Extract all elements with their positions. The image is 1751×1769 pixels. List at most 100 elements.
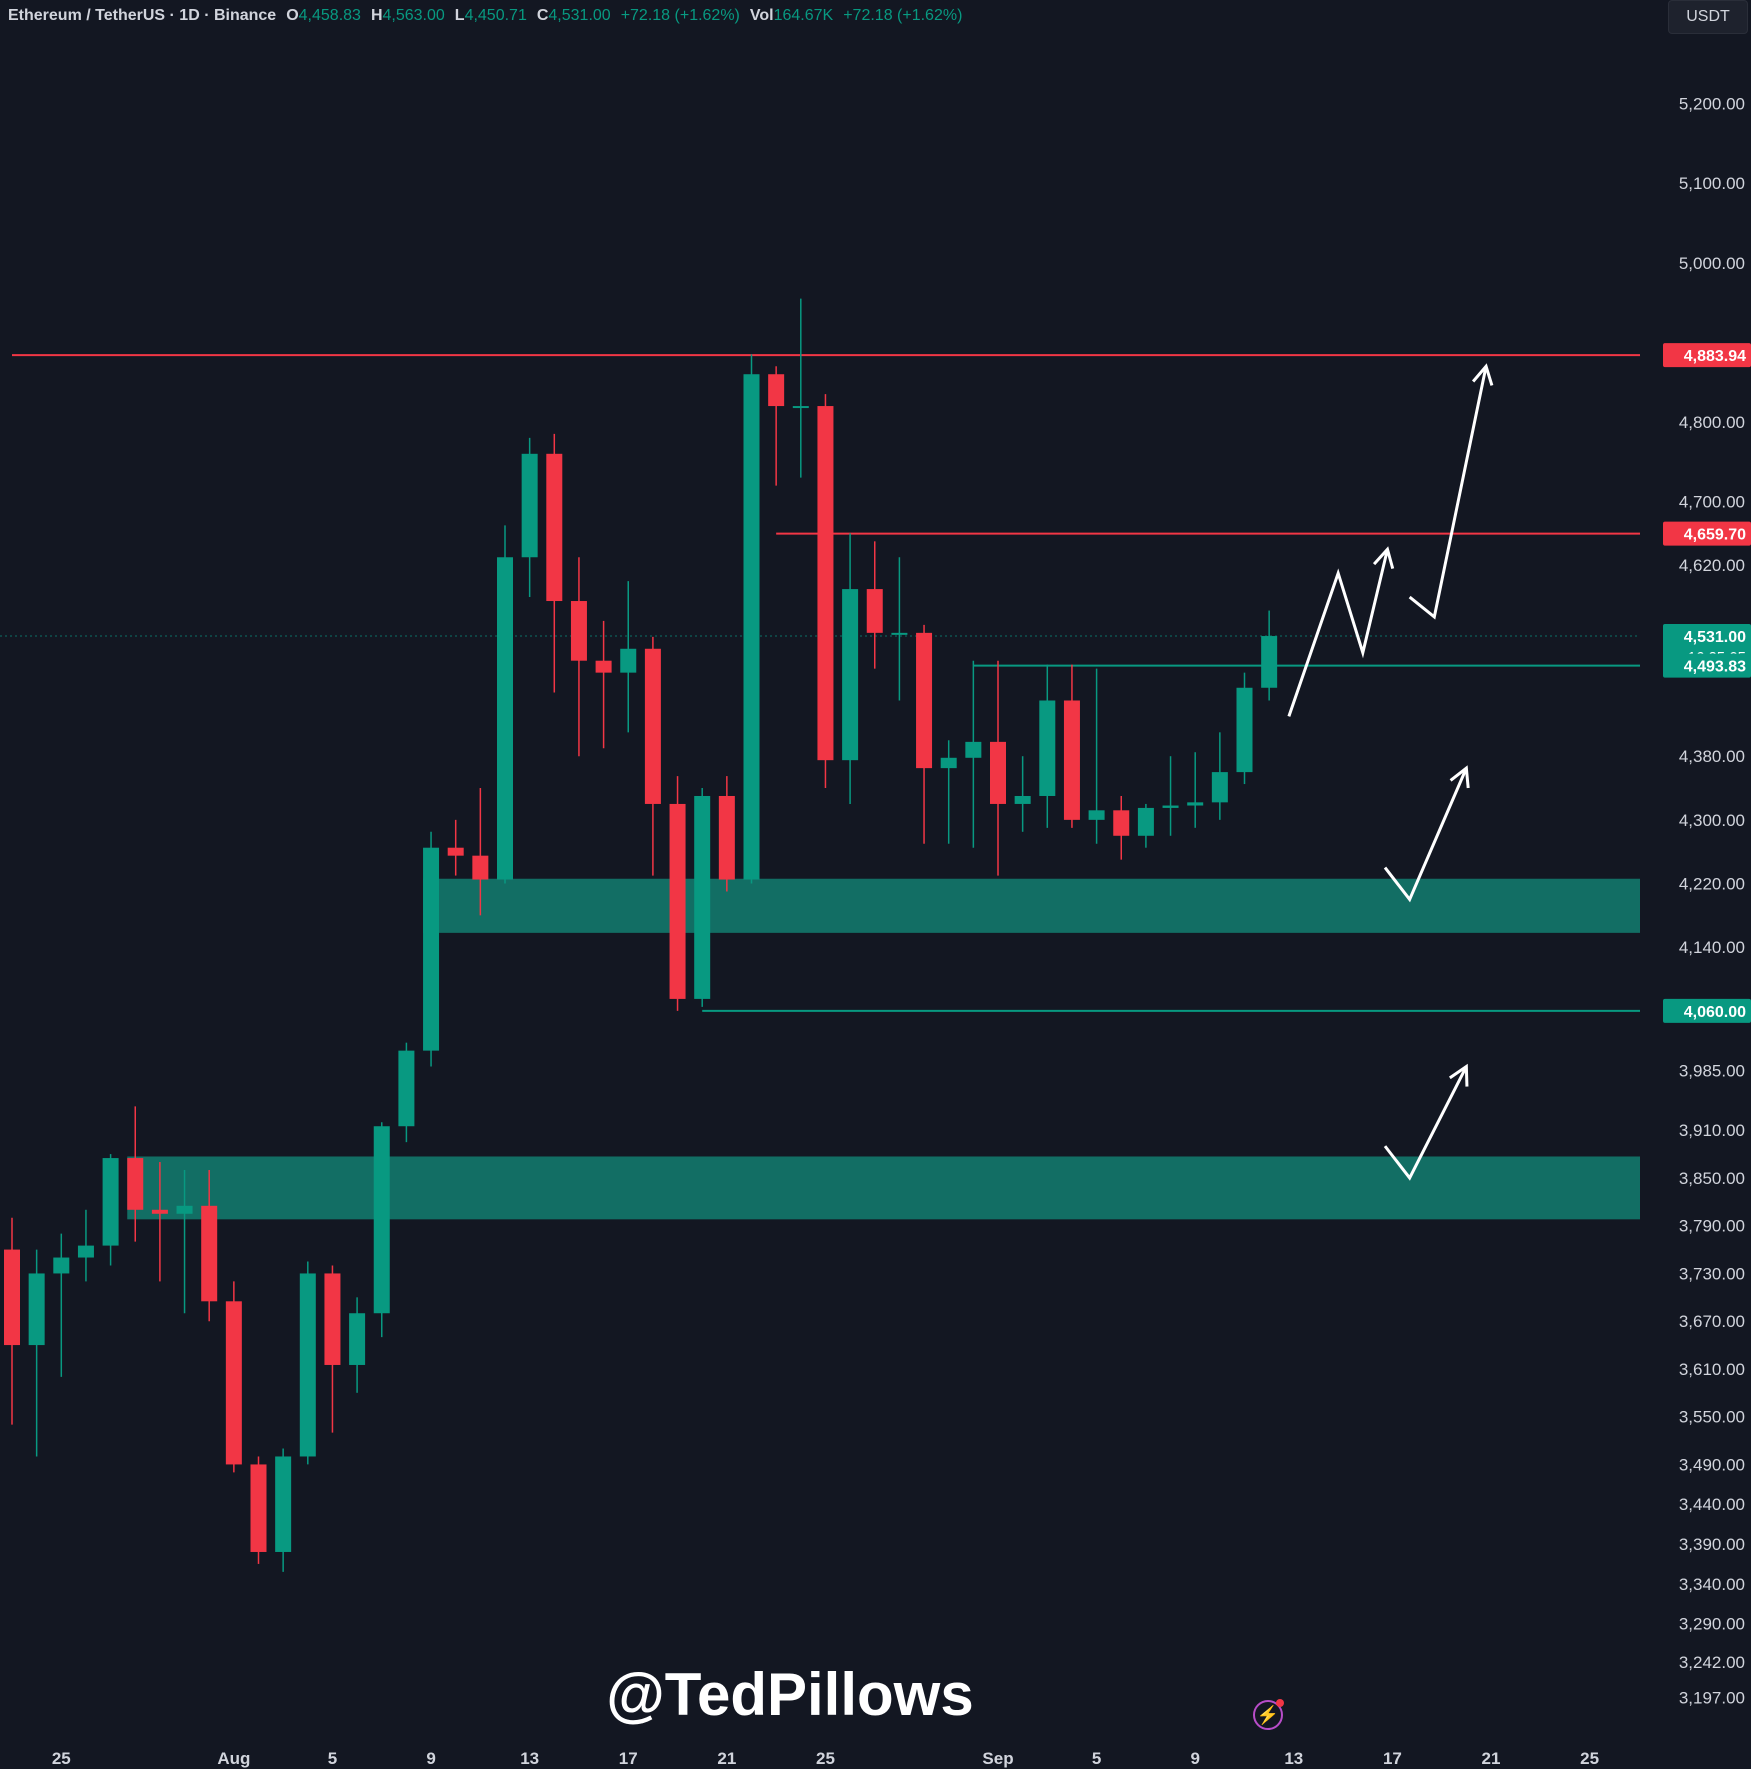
price-tick-label: 3,490.00	[1679, 1455, 1745, 1474]
price-tick-label: 3,670.00	[1679, 1312, 1745, 1331]
time-tick-label: 21	[1482, 1749, 1501, 1768]
candle-body	[1187, 802, 1204, 806]
time-tick-label: 17	[619, 1749, 638, 1768]
high-label: H	[370, 7, 383, 24]
candle-body	[891, 632, 908, 635]
candle-body	[916, 632, 933, 769]
candle-body	[324, 1273, 341, 1365]
price-tick-label: 3,850.00	[1679, 1169, 1745, 1188]
lightning-icon[interactable]: ⚡	[1253, 1699, 1284, 1730]
candle-body	[4, 1249, 20, 1346]
candle-body	[127, 1158, 144, 1210]
watermark-text: @TedPillows	[606, 1661, 974, 1728]
price-tick-label: 3,790.00	[1679, 1217, 1745, 1236]
price-tick-label: 4,140.00	[1679, 938, 1745, 957]
candle-body	[792, 406, 809, 409]
candle-body	[472, 855, 489, 880]
close-value: 4,531.00	[548, 7, 611, 24]
arrow-head	[1372, 546, 1395, 569]
projection-arrows	[1287, 363, 1494, 1181]
candle-body	[990, 741, 1006, 804]
price-tick-label: 3,242.00	[1679, 1653, 1745, 1672]
candle-body	[275, 1456, 292, 1552]
candle-body	[53, 1257, 70, 1274]
support-zone	[127, 1156, 1640, 1220]
price-label-bg	[1663, 653, 1751, 678]
candle-body	[250, 1464, 267, 1552]
time-tick-label: 13	[1284, 1749, 1303, 1768]
time-tick-label: 21	[717, 1749, 736, 1768]
candle-body	[694, 795, 711, 999]
candle-body	[1211, 772, 1228, 803]
notification-dot	[1276, 1699, 1284, 1707]
price-tick-label: 3,340.00	[1679, 1575, 1745, 1594]
price-label-text: 4,493.83	[1684, 659, 1746, 676]
low-label: L	[454, 7, 465, 24]
projection-path	[1383, 1065, 1468, 1181]
projection-path	[1408, 365, 1488, 620]
candle-body	[349, 1313, 366, 1365]
price-tick-label: 5,100.00	[1679, 174, 1745, 193]
price-label-text: 4,883.94	[1684, 348, 1746, 365]
candle-body	[595, 660, 612, 673]
price-tick-label: 3,985.00	[1679, 1062, 1745, 1081]
time-tick-label: 17	[1383, 1749, 1402, 1768]
candle-body	[299, 1273, 316, 1457]
candle-body	[201, 1205, 218, 1302]
candle-body	[1088, 810, 1105, 820]
open-label: O	[286, 7, 299, 24]
candle-body	[743, 374, 760, 880]
time-tick-label: 25	[1580, 1749, 1599, 1768]
candle-body	[1063, 700, 1080, 820]
price-tick-label: 3,390.00	[1679, 1535, 1745, 1554]
price-tick-label: 3,440.00	[1679, 1495, 1745, 1514]
price-tick-label: 5,200.00	[1679, 95, 1745, 114]
candle-body	[1039, 700, 1056, 796]
time-axis[interactable]: 25 Aug 5 9 13 17 21 25 Sep 5 9 13 17 21 25	[52, 1749, 1599, 1768]
arrow-head	[1471, 363, 1494, 386]
candle-body	[546, 453, 563, 602]
currency-selector[interactable]: USDT	[1668, 0, 1748, 34]
support-zone	[423, 878, 1640, 933]
candle-body	[225, 1301, 242, 1465]
candle-body	[497, 557, 513, 880]
candle-body	[151, 1209, 168, 1214]
price-tick-label: 3,197.00	[1679, 1689, 1745, 1708]
candle-body	[1162, 805, 1179, 808]
price-tick-label: 4,800.00	[1679, 413, 1745, 432]
candle-body	[817, 406, 834, 761]
candle-body	[521, 453, 538, 558]
price-label-bg	[1663, 998, 1751, 1023]
symbol-legend: Ethereum / TetherUS · 1D · Binance O 4,4…	[8, 5, 972, 27]
candle-body	[1236, 687, 1253, 773]
price-tick-label: 3,610.00	[1679, 1360, 1745, 1379]
projection-path	[1383, 767, 1468, 903]
candle-body	[1014, 795, 1031, 804]
price-tick-label: 3,910.00	[1679, 1121, 1745, 1140]
time-tick-label: 9	[426, 1749, 435, 1768]
candle-body	[866, 589, 883, 633]
price-tick-label: 5,000.00	[1679, 254, 1745, 273]
price-tick-label: 4,620.00	[1679, 556, 1745, 575]
candle-body	[940, 757, 957, 769]
candles	[4, 298, 1278, 1572]
candle-body	[1137, 807, 1154, 836]
price-tick-label: 4,700.00	[1679, 493, 1745, 512]
price-label-text: 4,659.70	[1684, 527, 1746, 544]
candle-body	[102, 1158, 119, 1246]
time-tick-label: 25	[816, 1749, 835, 1768]
arrow-head	[1448, 1063, 1469, 1087]
candle-body	[1113, 810, 1130, 836]
time-tick-label: Aug	[217, 1749, 250, 1768]
candle-body	[1261, 636, 1278, 688]
price-label-bg	[1663, 521, 1751, 546]
time-tick-label: 5	[1092, 1749, 1101, 1768]
vol-value: 164.67K	[773, 7, 834, 24]
candle-body	[965, 741, 982, 758]
price-tick-label: 3,730.00	[1679, 1264, 1745, 1283]
candle-body	[718, 795, 735, 880]
high-value: 4,563.00	[382, 7, 445, 24]
price-label-bg	[1663, 343, 1751, 368]
price-axis[interactable]: 5,200.00 5,100.00 5,000.00 4,800.00 4,700.00…	[1679, 95, 1745, 1708]
